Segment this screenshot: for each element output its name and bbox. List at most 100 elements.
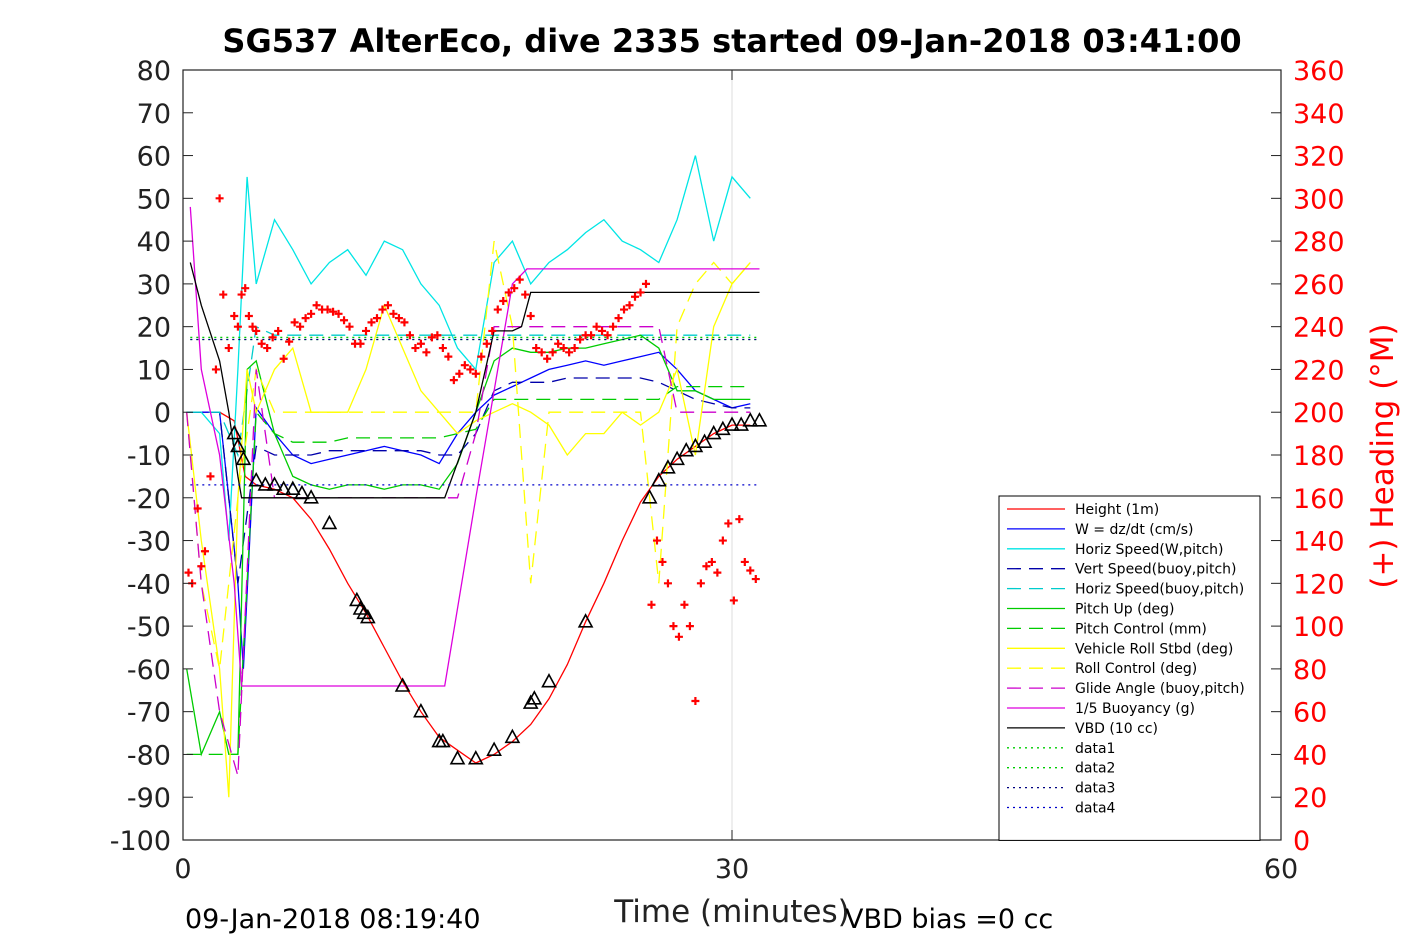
dive-marker [577, 613, 594, 628]
dive-marker [742, 412, 759, 427]
heading-point [241, 284, 250, 293]
heading-point [252, 326, 261, 335]
heading-point [427, 333, 436, 342]
heading-point [735, 515, 744, 524]
heading-point [614, 314, 623, 323]
heading-point [433, 331, 442, 340]
dive-marker [660, 459, 676, 474]
heading-point [707, 557, 716, 566]
y-right-tick-label: 140 [1293, 527, 1345, 558]
series-line-3 [186, 377, 751, 584]
heading-point [237, 290, 246, 299]
heading-point [685, 622, 694, 631]
heading-point [215, 194, 224, 203]
heading-point [740, 557, 749, 566]
heading-point [219, 290, 228, 299]
heading-point [274, 326, 283, 335]
heading-point [576, 335, 585, 344]
heading-point [570, 344, 579, 353]
legend-entry: Vehicle Roll Stbd (deg) [1075, 641, 1233, 657]
dive-marker [467, 750, 484, 765]
heading-point [257, 339, 266, 348]
heading-point [389, 309, 398, 318]
series-line-11 [189, 262, 760, 499]
heading-point [416, 339, 425, 348]
heading-point [193, 504, 202, 513]
heading-point [559, 344, 568, 353]
dive-marker [486, 741, 502, 756]
heading-point [471, 369, 480, 378]
heading-point [691, 696, 700, 705]
y-tick-label: 80 [137, 56, 171, 87]
y-right-tick-label: 360 [1293, 56, 1345, 87]
heading-point [244, 311, 253, 320]
heading-point [449, 376, 458, 385]
dive-marker [413, 702, 429, 718]
axes: 80706050403020100-10-20-30-40-50-60-70-8… [110, 56, 1345, 885]
heading-point [340, 316, 349, 325]
heading-point [598, 326, 607, 335]
y-tick-label: 60 [137, 142, 171, 173]
dive-marker [526, 690, 543, 705]
heading-point [206, 472, 215, 481]
heading-point [383, 301, 392, 310]
heading-point [669, 622, 678, 631]
dive-marker [275, 480, 292, 496]
legend-entry: Glide Angle (buoy,pitch) [1075, 681, 1245, 697]
dive-marker [650, 471, 667, 487]
dive-marker [394, 677, 411, 692]
heading-point [372, 314, 381, 323]
y-right-tick-label: 320 [1293, 142, 1345, 173]
y-right-tick-label: 100 [1293, 612, 1345, 643]
series-line-8 [186, 240, 751, 670]
y-right-tick-label: 0 [1293, 826, 1310, 857]
legend-entry: data2 [1075, 761, 1115, 777]
heading-point [729, 596, 738, 605]
series-line-4 [186, 325, 751, 458]
dive-marker [359, 608, 376, 624]
heading-point [345, 322, 354, 331]
dive-marker [435, 732, 451, 748]
dive-marker [226, 424, 243, 440]
heading-point [455, 369, 464, 378]
plot-area [184, 70, 768, 840]
dive-marker [321, 514, 338, 530]
x-tick-label: 0 [174, 854, 191, 885]
heading-point [307, 309, 316, 318]
y-right-tick-label: 200 [1293, 398, 1345, 429]
heading-point [548, 348, 557, 357]
heading-point [543, 354, 552, 363]
y-tick-label: -10 [127, 441, 171, 472]
heading-point [652, 536, 661, 545]
legend-entry: Height (1m) [1075, 502, 1159, 518]
heading-point [592, 322, 601, 331]
heading-point [647, 600, 656, 609]
heading-point [532, 344, 541, 353]
y-right-tick-label: 20 [1293, 783, 1327, 814]
heading-point [230, 311, 239, 320]
heading-point [263, 344, 272, 353]
heading-point [537, 348, 546, 357]
heading-point [482, 339, 491, 348]
y-tick-label: -50 [127, 612, 171, 643]
legend-entry: Horiz Speed(buoy,pitch) [1075, 582, 1244, 598]
legend-entry: VBD (10 cc) [1075, 721, 1158, 737]
footer-vbd-bias: VBD bias =0 cc [845, 904, 1053, 935]
y-right-tick-label: 120 [1293, 569, 1345, 600]
legend-entry: W = dz/dt (cm/s) [1075, 522, 1194, 538]
series-line-2 [186, 155, 751, 541]
heading-point [658, 557, 667, 566]
heading-point [504, 288, 513, 297]
dive-marker [724, 416, 740, 431]
heading-point [713, 568, 722, 577]
y-tick-label: -100 [110, 826, 171, 857]
heading-point [200, 547, 209, 556]
legend-entry: Pitch Control (mm) [1075, 621, 1207, 637]
heading-point [620, 305, 629, 314]
heading-point [422, 348, 431, 357]
heading-point [248, 322, 257, 331]
heading-point [224, 344, 233, 353]
heading-point [362, 326, 370, 335]
plot-series [184, 70, 768, 840]
legend-entry: data3 [1075, 781, 1115, 797]
